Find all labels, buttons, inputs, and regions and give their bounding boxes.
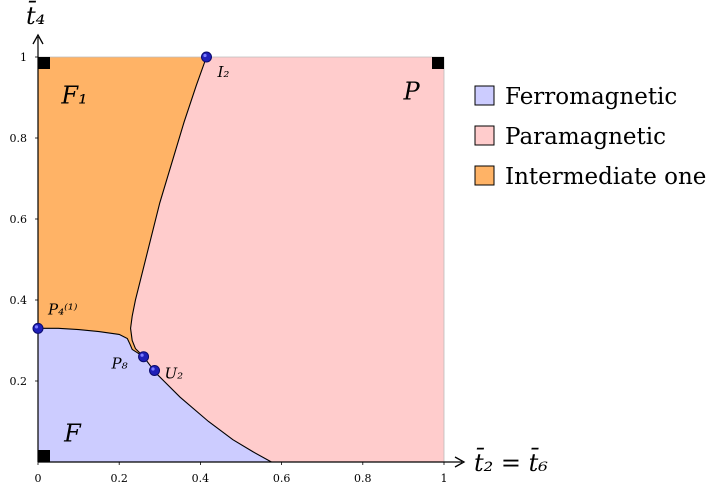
x-axis-arrow <box>454 456 466 468</box>
point-marker <box>200 51 212 63</box>
region-label: P <box>402 77 420 105</box>
x-tick-label: 0.8 <box>354 472 372 485</box>
legend-label: Intermediate one <box>505 164 706 190</box>
legend-swatch <box>474 85 495 106</box>
region-labels: F P F₁ <box>60 77 420 447</box>
boundary-intermediate-para <box>130 56 208 358</box>
region-ferromagnetic <box>38 328 272 462</box>
x-tick-label: 0.2 <box>110 472 128 485</box>
corner-markers <box>38 57 444 462</box>
legend-label: Paramagnetic <box>505 124 666 150</box>
region-intermediate <box>38 57 207 357</box>
point-label: P₈ <box>111 355 128 373</box>
y-tick-label: 0.4 <box>10 294 28 307</box>
point-marker <box>138 351 150 363</box>
boundary-ferro-intermediate <box>38 327 144 358</box>
region-label: F₁ <box>60 81 87 109</box>
y-axis-title: t̄₄ <box>26 1 45 30</box>
corner-marker <box>38 450 50 462</box>
point-marker <box>32 322 44 334</box>
axes: t̄₂ = t̄₆ t̄₄ <box>26 1 548 477</box>
special-points: I₂ P₄⁽¹⁾ P₈ U₂ <box>32 51 229 382</box>
x-tick-label: 0.4 <box>192 472 210 485</box>
y-tick-label: 0.6 <box>10 213 28 226</box>
corner-marker <box>432 57 444 69</box>
region-fills <box>38 56 445 462</box>
x-tick-label: 0 <box>35 472 42 485</box>
point-highlight <box>151 367 155 371</box>
x-axis-title: t̄₂ = t̄₆ <box>474 448 548 477</box>
legend-label: Ferromagnetic <box>505 84 677 110</box>
legend-swatch <box>474 125 495 146</box>
region-label: F <box>63 420 82 448</box>
x-tick-label: 0.6 <box>273 472 291 485</box>
point-label: P₄⁽¹⁾ <box>47 300 78 318</box>
legend: Ferromagnetic Paramagnetic Intermediate on… <box>474 84 706 190</box>
point-marker <box>149 364 161 376</box>
point-label: I₂ <box>216 63 229 81</box>
point-highlight <box>140 353 144 357</box>
y-axis-arrow <box>32 33 44 45</box>
x-tick-label: 1 <box>441 472 448 485</box>
point-label: U₂ <box>165 364 184 382</box>
y-tick-label: 0.2 <box>10 375 28 388</box>
y-tick-label: 1 <box>20 51 27 64</box>
point-highlight <box>203 53 207 58</box>
corner-marker <box>38 57 50 69</box>
point-highlight <box>34 325 39 329</box>
legend-swatch <box>474 165 495 186</box>
tick-labels: 0 0.2 0.4 0.6 0.8 1 0.2 0.4 0.6 0.8 1 <box>10 51 448 485</box>
y-tick-label: 0.8 <box>10 132 28 145</box>
